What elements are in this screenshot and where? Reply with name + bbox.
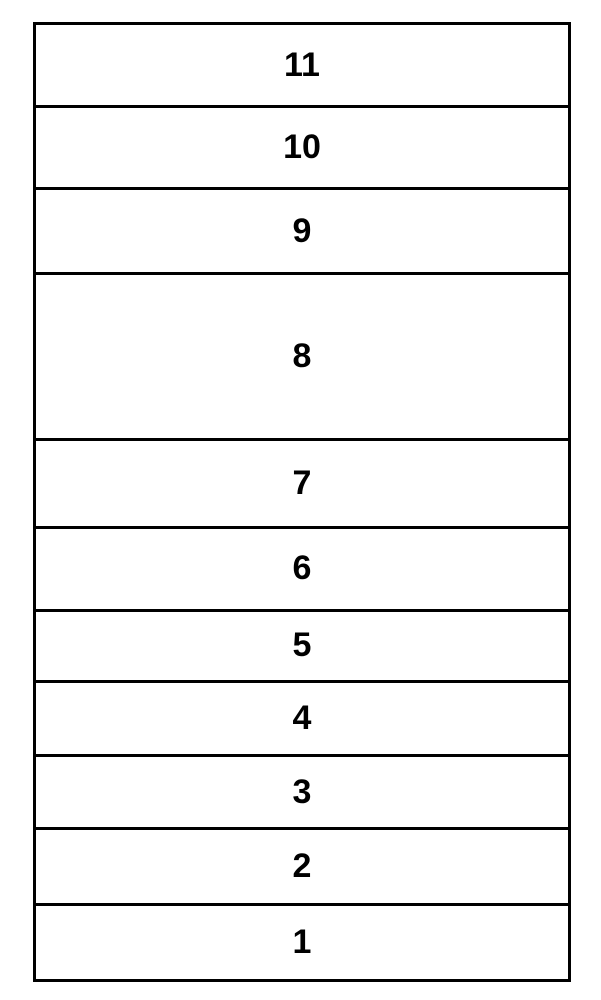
diagram-canvas: 1110987654321	[0, 0, 601, 1000]
table-row: 5	[33, 609, 571, 680]
table-row: 4	[33, 680, 571, 755]
table-row: 9	[33, 187, 571, 272]
table-row: 1	[33, 903, 571, 982]
table-row: 10	[33, 105, 571, 187]
table-row: 11	[33, 22, 571, 105]
table-row: 8	[33, 272, 571, 437]
table-row: 2	[33, 827, 571, 903]
table-row: 3	[33, 754, 571, 827]
table-row: 7	[33, 438, 571, 526]
stacked-table: 1110987654321	[33, 22, 571, 982]
table-row: 6	[33, 526, 571, 609]
